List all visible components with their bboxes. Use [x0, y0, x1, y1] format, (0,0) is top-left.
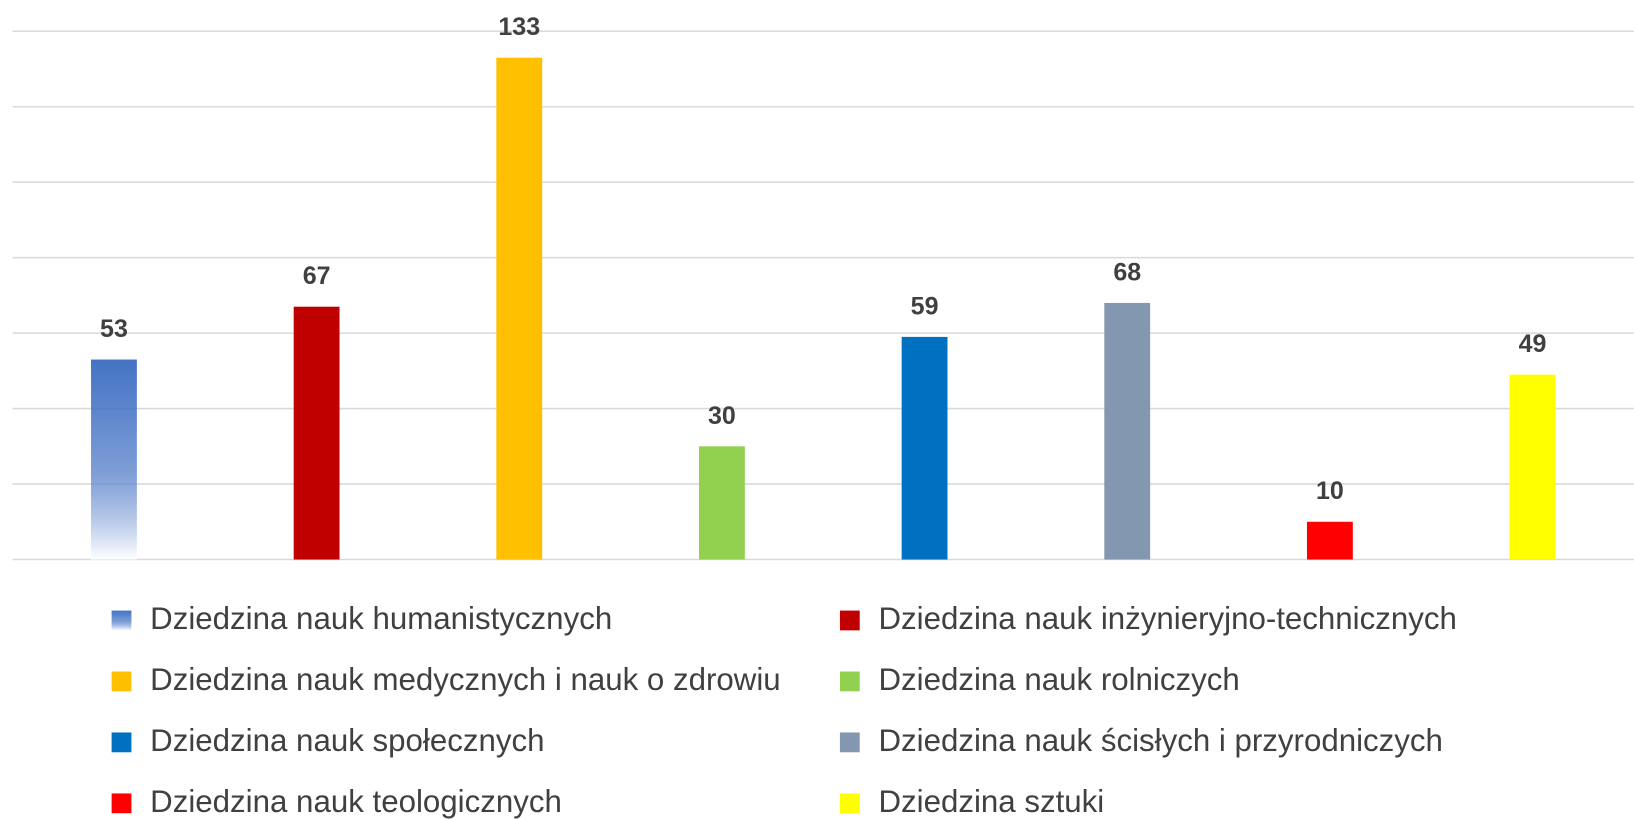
legend-swatch [111, 793, 132, 814]
bar [1509, 374, 1556, 560]
legend-swatch [839, 671, 860, 692]
legend-label: Dziedzina nauk medycznych i nauk o zdrow… [150, 662, 781, 697]
legend-label: Dziedzina nauk humanistycznych [150, 601, 612, 636]
legend-swatch [839, 732, 860, 753]
legend-swatch [111, 610, 132, 631]
bar [91, 359, 137, 560]
value-label: 49 [1519, 330, 1547, 358]
value-label: 53 [100, 315, 128, 343]
bar [699, 446, 745, 560]
bar [293, 306, 340, 560]
value-label: 10 [1316, 477, 1344, 505]
legend-swatch [111, 671, 132, 692]
value-label: 30 [708, 402, 736, 430]
legend-label: Dziedzina nauk ścisłych i przyrodniczych [878, 723, 1442, 758]
legend-swatch [839, 793, 860, 814]
legend-label: Dziedzina nauk inżynieryjno-technicznych [878, 601, 1456, 636]
legend-swatch [111, 732, 132, 753]
legend-label: Dziedzina sztuki [878, 784, 1104, 819]
legend-swatch [839, 610, 860, 631]
bar [1306, 521, 1353, 560]
bar [496, 57, 543, 560]
bar [901, 336, 948, 560]
value-label: 68 [1113, 258, 1141, 286]
legend-label: Dziedzina nauk społecznych [150, 723, 544, 758]
value-label: 67 [303, 262, 331, 290]
bar [1104, 302, 1151, 560]
value-label: 133 [498, 13, 540, 41]
legend-label: Dziedzina nauk teologicznych [150, 784, 562, 819]
legend-label: Dziedzina nauk rolniczych [878, 662, 1239, 697]
value-label: 59 [911, 292, 939, 320]
